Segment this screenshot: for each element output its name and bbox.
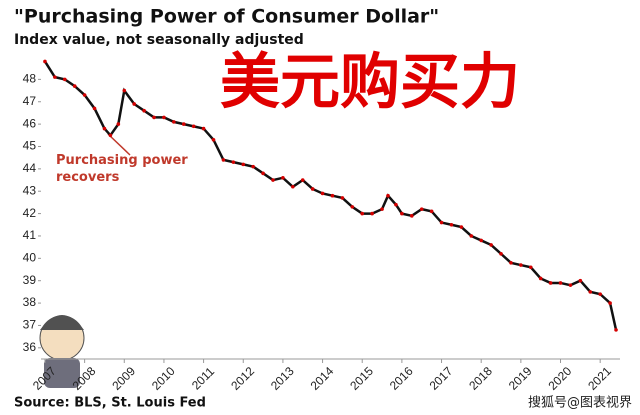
point: [340, 196, 345, 200]
point: [300, 178, 305, 182]
point: [439, 220, 444, 225]
point: [479, 238, 483, 243]
point: [82, 93, 87, 97]
y-tick-label: 48: [23, 72, 37, 86]
point: [370, 211, 374, 216]
point: [122, 88, 127, 93]
point: [538, 276, 543, 281]
point: [499, 252, 503, 256]
x-tick-label: 2010: [149, 364, 178, 393]
point: [588, 290, 593, 294]
point: [394, 202, 398, 207]
point: [558, 281, 563, 285]
x-tick-label: 2015: [347, 364, 376, 393]
y-tick-label: 37: [23, 318, 37, 332]
y-tick-label: 44: [23, 161, 37, 175]
point: [221, 158, 226, 162]
point: [211, 137, 216, 142]
point: [241, 162, 246, 167]
point: [614, 328, 618, 332]
point: [116, 122, 121, 126]
point: [608, 301, 612, 305]
point: [62, 77, 67, 82]
annotation-arrow: [107, 133, 131, 156]
point: [231, 160, 236, 164]
source: Source: BLS, St. Louis Fed: [14, 396, 206, 411]
point: [261, 171, 265, 176]
x-tick-label: 2009: [109, 364, 138, 393]
point: [386, 193, 390, 198]
point: [281, 176, 285, 180]
x-tick-label: 2017: [427, 364, 456, 393]
point: [419, 207, 424, 211]
x-tick-label: 2020: [546, 364, 575, 393]
annotation: Purchasing power recovers: [56, 153, 188, 185]
x-tick-label: 2014: [308, 364, 337, 393]
point: [400, 211, 404, 216]
y-tick-label: 47: [23, 94, 37, 108]
overlay-title: 美元购买力: [220, 48, 520, 118]
point: [108, 133, 113, 138]
point: [548, 281, 553, 285]
x-tick-label: 2016: [387, 364, 416, 393]
point: [310, 187, 315, 191]
point: [380, 207, 384, 211]
point: [152, 115, 156, 120]
point: [350, 205, 355, 209]
y-tick-label: 40: [23, 251, 37, 265]
point: [509, 261, 513, 265]
point: [271, 178, 275, 182]
x-tick-label: 2013: [268, 364, 297, 393]
point: [53, 75, 57, 79]
point: [330, 193, 335, 198]
point: [598, 292, 602, 296]
point: [429, 209, 434, 214]
point: [162, 115, 166, 120]
mascot: [39, 315, 85, 388]
point: [181, 122, 186, 126]
point: [132, 102, 136, 106]
point: [251, 164, 255, 169]
point: [489, 243, 493, 247]
y-tick-label: 45: [23, 139, 37, 153]
chart-subtitle: Index value, not seasonally adjusted: [14, 32, 304, 48]
point: [102, 126, 107, 131]
point: [72, 84, 77, 88]
point: [291, 184, 295, 189]
point: [459, 225, 464, 229]
point: [360, 211, 365, 216]
point: [201, 126, 206, 131]
y-tick-label: 38: [23, 295, 37, 309]
point: [578, 278, 583, 283]
x-tick-label: 2011: [189, 364, 217, 392]
y-tick-label: 43: [23, 183, 37, 197]
point: [191, 124, 196, 129]
chart-title: "Purchasing Power of Consumer Dollar": [14, 6, 439, 28]
point: [172, 120, 176, 124]
point: [92, 106, 97, 111]
point: [43, 59, 47, 64]
point: [568, 283, 573, 287]
x-tick-label: 2021: [585, 364, 614, 393]
y-tick-label: 46: [23, 116, 37, 130]
point: [469, 234, 474, 238]
x-tick-label: 2012: [228, 364, 257, 393]
point: [142, 108, 146, 113]
point: [519, 263, 523, 267]
y-tick-label: 39: [23, 273, 37, 287]
y-tick-label: 41: [23, 228, 37, 242]
x-tick-label: 2018: [466, 364, 495, 393]
y-tick-label: 42: [23, 206, 37, 220]
point: [409, 214, 414, 218]
point: [320, 191, 325, 196]
watermark: 搜狐号@图表视界: [528, 396, 632, 411]
point: [449, 222, 454, 227]
point: [528, 265, 533, 270]
x-tick-label: 2019: [506, 364, 535, 393]
y-tick-label: 36: [23, 340, 37, 354]
